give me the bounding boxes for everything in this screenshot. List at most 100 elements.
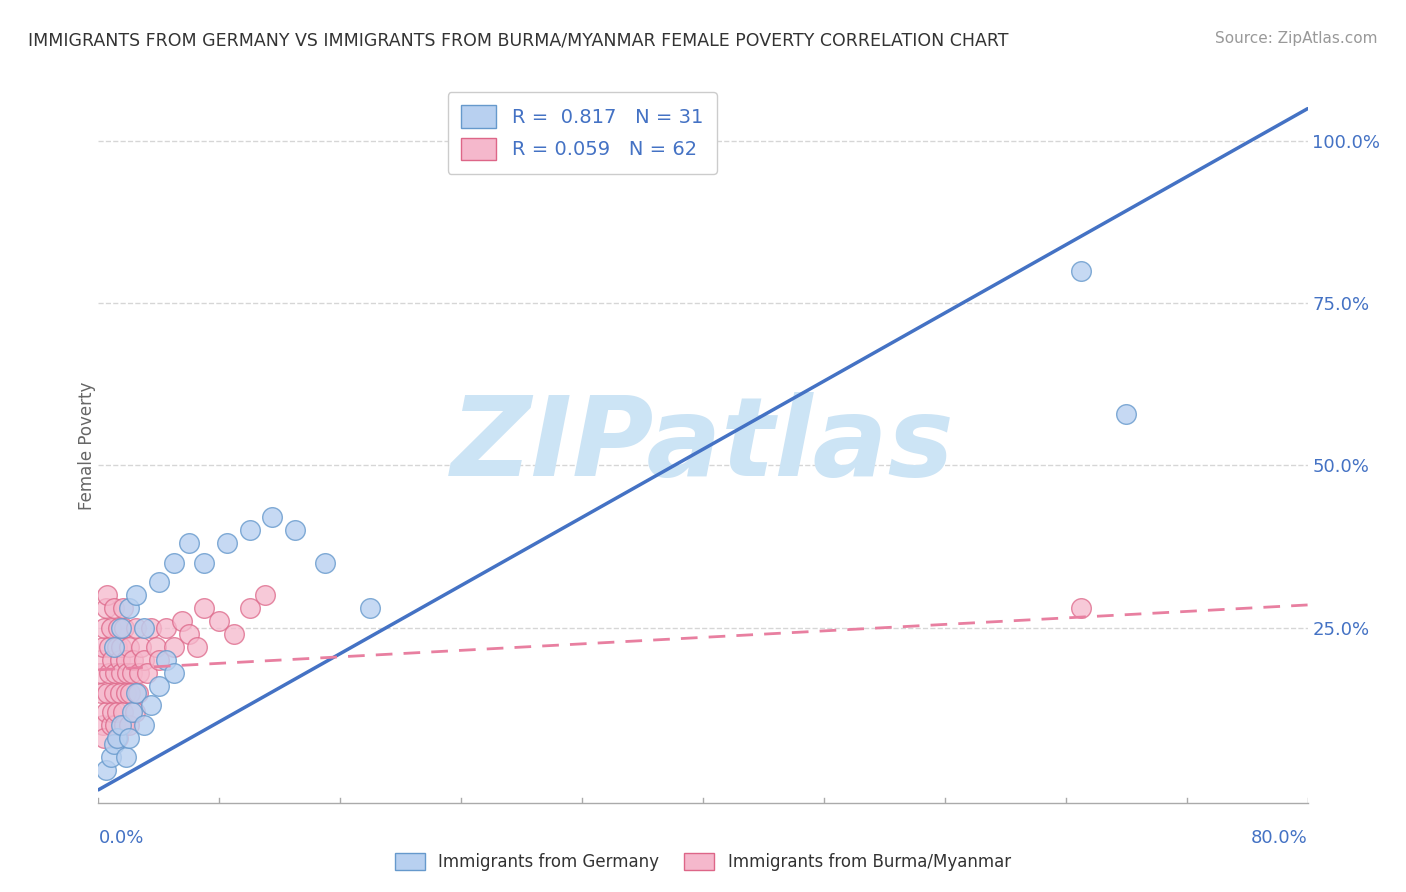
Point bbox=[148, 575, 170, 590]
Point bbox=[93, 621, 115, 635]
Point bbox=[114, 685, 136, 699]
Point bbox=[141, 698, 163, 713]
Point bbox=[96, 685, 118, 699]
Point bbox=[132, 621, 155, 635]
Point bbox=[96, 588, 118, 602]
Point bbox=[239, 524, 262, 538]
Point bbox=[129, 640, 152, 654]
Point bbox=[100, 621, 122, 635]
Point bbox=[179, 627, 201, 641]
Point bbox=[108, 685, 131, 699]
Point bbox=[186, 640, 208, 654]
Legend: R =  0.817   N = 31, R = 0.059   N = 62: R = 0.817 N = 31, R = 0.059 N = 62 bbox=[447, 92, 717, 174]
Point bbox=[163, 666, 186, 681]
Point bbox=[98, 640, 121, 654]
Point bbox=[120, 685, 142, 699]
Point bbox=[125, 685, 148, 699]
Point bbox=[110, 621, 132, 635]
Point bbox=[148, 653, 170, 667]
Point bbox=[103, 601, 125, 615]
Point bbox=[104, 718, 127, 732]
Point bbox=[105, 640, 128, 654]
Point bbox=[104, 666, 127, 681]
Point bbox=[284, 524, 307, 538]
Point bbox=[1115, 407, 1137, 421]
Point bbox=[118, 731, 141, 745]
Point bbox=[90, 685, 112, 699]
Point bbox=[132, 653, 155, 667]
Point bbox=[114, 653, 136, 667]
Point bbox=[103, 738, 125, 752]
Point bbox=[111, 705, 134, 719]
Point bbox=[91, 640, 114, 654]
Point bbox=[179, 536, 201, 550]
Point bbox=[100, 750, 122, 764]
Point bbox=[94, 601, 117, 615]
Point bbox=[105, 731, 128, 745]
Point bbox=[98, 666, 121, 681]
Point bbox=[90, 653, 112, 667]
Point bbox=[121, 666, 143, 681]
Text: Source: ZipAtlas.com: Source: ZipAtlas.com bbox=[1215, 31, 1378, 46]
Point bbox=[193, 601, 215, 615]
Point bbox=[163, 640, 186, 654]
Text: ZIPatlas: ZIPatlas bbox=[451, 392, 955, 500]
Point bbox=[314, 556, 336, 570]
Point bbox=[239, 601, 262, 615]
Point bbox=[107, 731, 129, 745]
Point bbox=[224, 627, 246, 641]
Point bbox=[170, 614, 193, 628]
Point bbox=[110, 640, 132, 654]
Point bbox=[100, 718, 122, 732]
Point bbox=[118, 640, 141, 654]
Point bbox=[360, 601, 382, 615]
Point bbox=[118, 718, 141, 732]
Point bbox=[128, 666, 150, 681]
Point bbox=[193, 556, 215, 570]
Point bbox=[141, 621, 163, 635]
Point bbox=[105, 705, 128, 719]
Point bbox=[124, 705, 146, 719]
Point bbox=[1070, 264, 1092, 278]
Point bbox=[125, 588, 148, 602]
Point bbox=[155, 621, 177, 635]
Point bbox=[262, 510, 284, 524]
Text: 80.0%: 80.0% bbox=[1251, 829, 1308, 847]
Point bbox=[132, 718, 155, 732]
Point bbox=[101, 653, 124, 667]
Point bbox=[108, 653, 131, 667]
Point bbox=[94, 705, 117, 719]
Point bbox=[93, 731, 115, 745]
Point bbox=[163, 556, 186, 570]
Point bbox=[103, 685, 125, 699]
Point bbox=[148, 679, 170, 693]
Point bbox=[101, 705, 124, 719]
Point bbox=[110, 718, 132, 732]
Point bbox=[114, 750, 136, 764]
Point bbox=[122, 653, 145, 667]
Point bbox=[115, 666, 138, 681]
Legend: Immigrants from Germany, Immigrants from Burma/Myanmar: Immigrants from Germany, Immigrants from… bbox=[387, 845, 1019, 880]
Point bbox=[94, 764, 117, 778]
Point bbox=[110, 666, 132, 681]
Point bbox=[135, 666, 157, 681]
Point bbox=[118, 601, 141, 615]
Text: 0.0%: 0.0% bbox=[98, 829, 143, 847]
Text: IMMIGRANTS FROM GERMANY VS IMMIGRANTS FROM BURMA/MYANMAR FEMALE POVERTY CORRELAT: IMMIGRANTS FROM GERMANY VS IMMIGRANTS FR… bbox=[28, 31, 1008, 49]
Point bbox=[145, 640, 167, 654]
Point bbox=[215, 536, 238, 550]
Point bbox=[107, 621, 129, 635]
Point bbox=[89, 666, 111, 681]
Point bbox=[121, 705, 143, 719]
Point bbox=[112, 621, 135, 635]
Point bbox=[1070, 601, 1092, 615]
Point bbox=[208, 614, 231, 628]
Point bbox=[111, 601, 134, 615]
Point bbox=[127, 685, 149, 699]
Y-axis label: Female Poverty: Female Poverty bbox=[79, 382, 96, 510]
Point bbox=[125, 621, 148, 635]
Point bbox=[91, 718, 114, 732]
Point bbox=[155, 653, 177, 667]
Point bbox=[253, 588, 276, 602]
Point bbox=[103, 640, 125, 654]
